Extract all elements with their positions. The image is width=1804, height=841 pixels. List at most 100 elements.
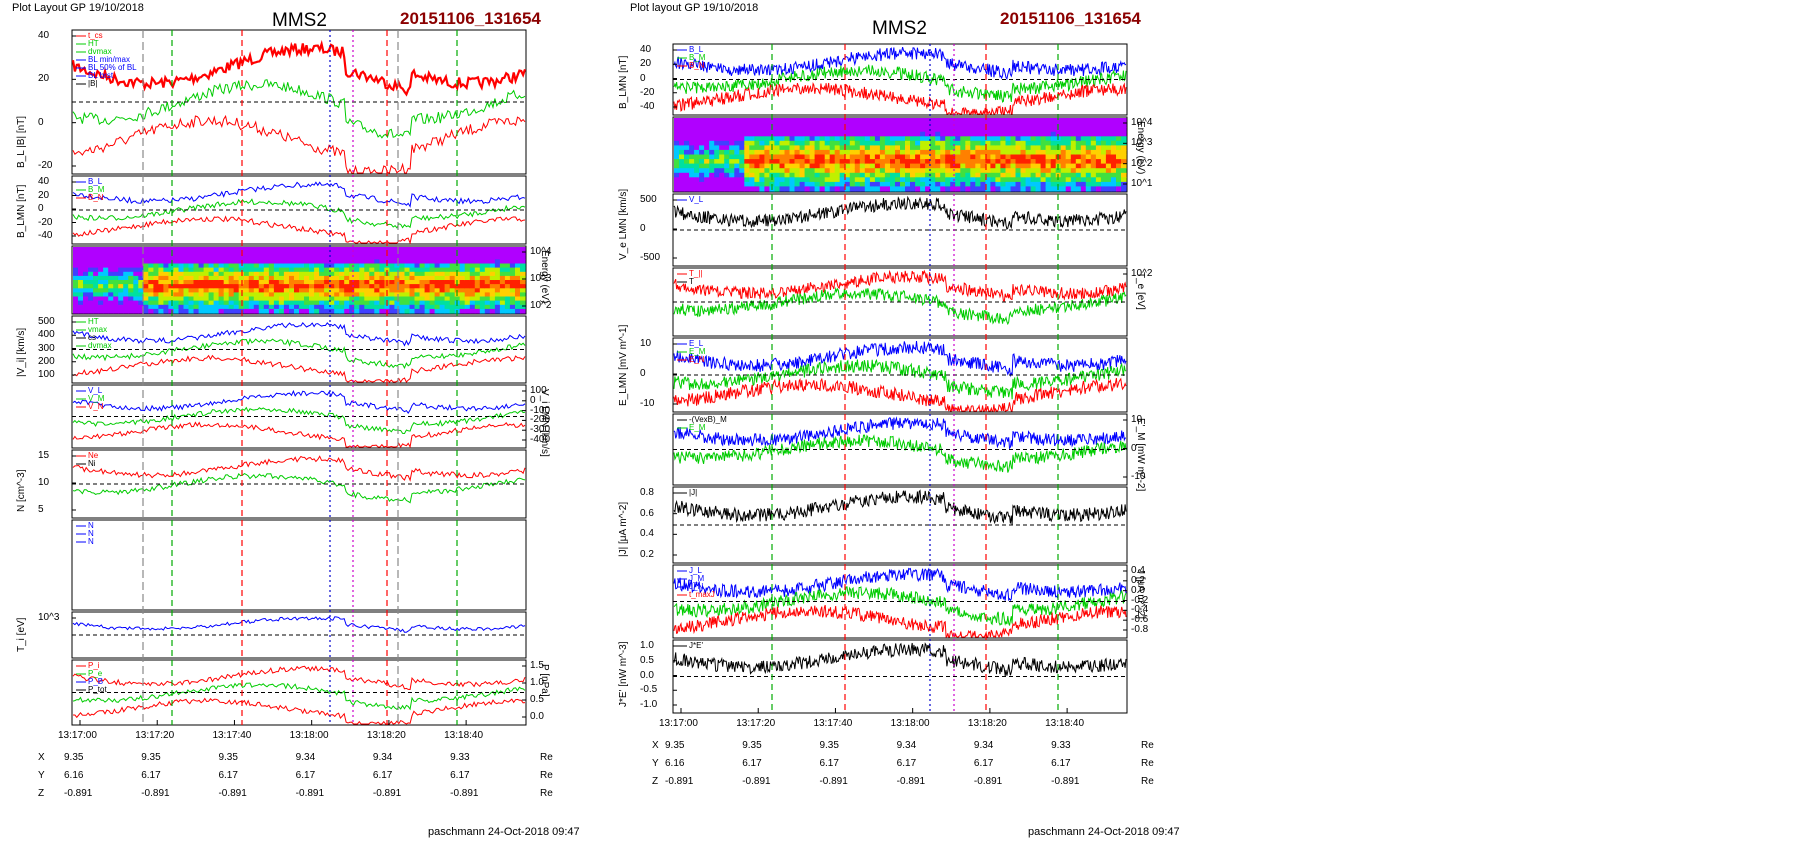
spectrogram-cell [118,292,124,298]
spectrogram-cell [905,168,911,174]
left-ytick: 0 [38,203,44,214]
spectrogram-cell [809,131,816,137]
spectrogram-cell [980,172,986,178]
spectrogram-cell [203,275,210,281]
spectrogram-cell [804,163,811,169]
spectrogram-cell [960,149,966,156]
spectrogram-cell [985,168,991,174]
spectrogram-cell [1050,177,1057,183]
spectrogram-cell [83,284,89,289]
spectrogram-cell [794,140,801,146]
spectrogram-cell [93,296,99,302]
spectrogram-cell [709,163,715,169]
spectrogram-cell [118,247,124,252]
spectrogram-cell [995,186,1001,192]
left-legend-entry: N [88,537,94,546]
spectrogram-cell [484,247,491,252]
spectrogram-cell [1040,159,1047,165]
spectrogram-cell [819,131,826,137]
spectrogram-cell [1075,136,1082,142]
spectrogram-cell [779,149,786,156]
spectrogram-cell [278,271,285,277]
right-ytick-right: -10 [1131,471,1146,482]
spectrogram-cell [83,251,89,256]
spectrogram-cell [1010,186,1017,192]
spectrogram-cell [459,304,466,310]
spectrogram-cell [1065,181,1072,188]
spectrogram-cell [789,168,796,174]
spectrogram-cell [178,288,185,293]
spectrogram-cell [879,122,886,128]
spectrogram-cell [494,308,501,314]
spectrogram-cell [1010,149,1017,156]
spectrogram-cell [1030,136,1037,142]
spectrogram-cell [819,149,826,156]
spectrogram-cell [98,267,104,273]
right-ytick: 0.4 [640,528,654,540]
spectrogram-cell [304,247,310,252]
spectrogram-cell [248,296,255,302]
spectrogram-cell [399,292,405,298]
spectrogram-cell [844,168,851,174]
spectrogram-cell [263,308,270,314]
spectrogram-cell [319,259,325,265]
spectrogram-cell [515,304,521,310]
spectrogram-cell [459,251,466,256]
spectrogram-cell [334,300,340,306]
left-panel1-series2 [72,215,526,245]
spectrogram-cell [294,275,300,281]
spectrogram-cell [128,255,134,260]
spectrogram-cell [88,255,94,260]
spectrogram-cell [138,304,144,310]
spectrogram-cell [394,300,400,306]
spectrogram-cell [809,163,816,169]
spectrogram-cell [869,149,876,156]
spectrogram-cell [859,149,866,156]
spectrogram-cell [679,163,685,169]
spectrogram-cell [814,181,821,188]
spectrogram-cell [874,159,881,165]
spectrogram-cell [88,267,94,273]
spectrogram-cell [334,267,340,273]
spectrogram-cell [1010,159,1017,165]
spectrogram-cell [884,149,891,156]
spectrogram-cell [965,127,971,133]
spectrogram-cell [704,163,710,169]
spectrogram-cell [359,300,365,306]
spectrogram-cell [970,159,976,165]
spectrogram-cell [754,172,760,178]
spectrogram-cell [329,275,335,281]
spectrogram-cell [895,181,901,188]
left-xtick-label: 13:17:00 [58,730,97,741]
spectrogram-cell [854,140,861,146]
spectrogram-cell [774,149,780,156]
spectrogram-cell [504,263,511,269]
spectrogram-cell [108,292,114,298]
spectrogram-cell [935,145,941,151]
left-panel5-series1 [72,473,526,504]
spectrogram-cell [1060,127,1067,133]
spectrogram-cell [789,159,796,165]
spectrogram-cell [304,267,310,273]
spectrogram-cell [814,127,821,133]
left-legend-entry: t_cs [88,31,103,40]
spectrogram-cell [734,177,740,183]
spectrogram-cell [324,284,330,289]
spectrogram-cell [704,131,710,137]
spectrogram-cell [198,275,205,281]
spectrogram-cell [449,267,456,273]
spectrogram-cell [1070,140,1077,146]
spectrogram-cell [779,136,786,142]
spectrogram-cell [694,181,700,188]
spectrogram-cell [1000,122,1006,128]
spectrogram-cell [409,275,416,281]
spectrogram-cell [238,304,245,310]
right-panel3-series0 [673,269,1127,303]
spectrogram-cell [113,284,119,289]
right-coord-value: -0.891 [1051,776,1080,787]
spectrogram-cell [168,280,174,285]
spectrogram-cell [454,267,461,273]
spectrogram-cell [218,300,225,306]
spectrogram-cell [469,300,476,306]
spectrogram-cell [694,172,700,178]
